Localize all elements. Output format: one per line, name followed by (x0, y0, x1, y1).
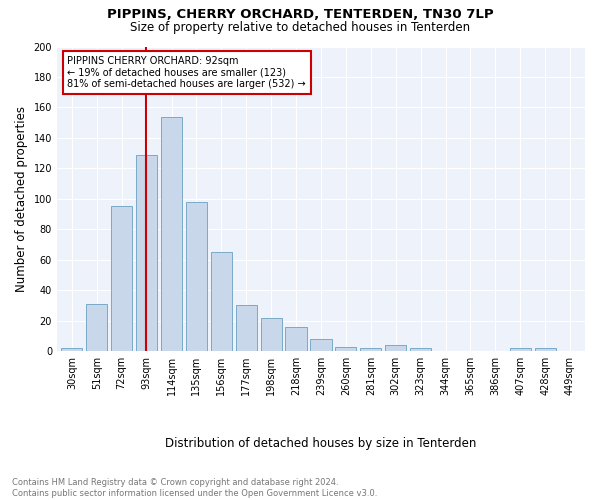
Bar (161, 116, 182, 351)
X-axis label: Distribution of detached houses by size in Tenterden: Distribution of detached houses by size … (165, 437, 476, 450)
Y-axis label: Number of detached properties: Number of detached properties (15, 106, 28, 292)
Bar (286, 326, 307, 351)
Bar (310, 339, 332, 351)
Bar (535, 348, 556, 351)
Bar (260, 318, 282, 351)
Bar (211, 252, 232, 351)
Bar (360, 348, 382, 351)
Bar (61, 348, 82, 351)
Bar (335, 346, 356, 351)
Text: PIPPINS CHERRY ORCHARD: 92sqm
← 19% of detached houses are smaller (123)
81% of : PIPPINS CHERRY ORCHARD: 92sqm ← 19% of d… (67, 56, 306, 89)
Bar (111, 206, 132, 351)
Bar (410, 348, 431, 351)
Text: PIPPINS, CHERRY ORCHARD, TENTERDEN, TN30 7LP: PIPPINS, CHERRY ORCHARD, TENTERDEN, TN30… (107, 8, 493, 20)
Bar (136, 154, 157, 351)
Bar (86, 304, 107, 351)
Bar (186, 202, 207, 351)
Bar (385, 345, 406, 351)
Bar (509, 348, 531, 351)
Text: Contains HM Land Registry data © Crown copyright and database right 2024.
Contai: Contains HM Land Registry data © Crown c… (12, 478, 377, 498)
Text: Size of property relative to detached houses in Tenterden: Size of property relative to detached ho… (130, 21, 470, 34)
Bar (236, 306, 257, 351)
